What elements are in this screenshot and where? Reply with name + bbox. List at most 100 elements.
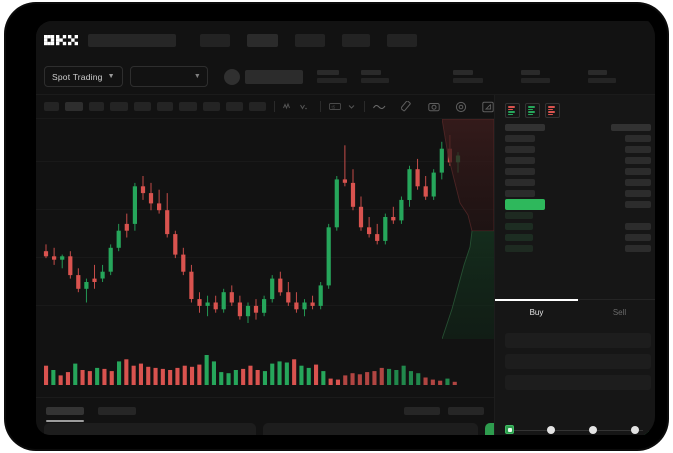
- app-screen: Spot Trading ▼ ▼: [36, 21, 655, 435]
- timeframe-button-7[interactable]: [179, 102, 198, 111]
- header-nav-item-4[interactable]: [342, 33, 370, 47]
- tab-buy[interactable]: Buy: [495, 299, 578, 325]
- order-book-ask-row[interactable]: [505, 146, 651, 153]
- orders-tab-open[interactable]: [46, 406, 84, 422]
- timeframe-button-1[interactable]: [44, 102, 59, 111]
- slider-track: [511, 430, 643, 431]
- header-nav-item-1[interactable]: [200, 33, 230, 47]
- order-book-layout-toggles: [495, 95, 655, 118]
- market-stat-label: [360, 70, 381, 75]
- market-stat-value: [316, 78, 347, 83]
- toolbar-divider: [274, 101, 276, 112]
- order-book-bid-row[interactable]: [505, 234, 651, 241]
- tab-sell-label: Sell: [612, 308, 627, 317]
- order-amount-field[interactable]: [505, 354, 651, 369]
- header-nav-item-5[interactable]: [387, 33, 417, 47]
- orders-action-2[interactable]: [448, 406, 484, 415]
- chevron-down-icon: ▼: [107, 73, 115, 80]
- chart-gridline: [36, 209, 494, 210]
- order-book-header-row: [505, 124, 651, 131]
- slider-step-2[interactable]: [589, 426, 597, 434]
- slider-step-1[interactable]: [547, 426, 555, 434]
- timeframe-button-6[interactable]: [156, 102, 174, 111]
- active-tab-underline: [46, 419, 84, 422]
- okx-logo-icon[interactable]: [44, 34, 78, 46]
- orders-tab-history[interactable]: [98, 406, 136, 415]
- timeframe-button-2[interactable]: [64, 102, 83, 111]
- order-price-field[interactable]: [505, 333, 651, 348]
- wave-icon[interactable]: [373, 102, 386, 111]
- order-book-bid-row[interactable]: [505, 245, 651, 252]
- trading-mode-label: Spot Trading: [52, 71, 103, 82]
- order-book-spread-row[interactable]: [505, 199, 651, 210]
- tab-sell[interactable]: Sell: [578, 300, 655, 325]
- depth-chart-overlay: [442, 119, 494, 339]
- order-book-ask-row[interactable]: [505, 190, 651, 197]
- indicator-icon[interactable]: [283, 102, 294, 111]
- market-stat-value: [452, 78, 483, 83]
- order-book-ask-row[interactable]: [505, 168, 651, 175]
- timeframe-button-9[interactable]: [226, 102, 244, 111]
- header-search-placeholder[interactable]: [88, 33, 176, 47]
- device-bezel: Spot Trading ▼ ▼: [18, 15, 655, 438]
- orderbook-both-icon[interactable]: [505, 103, 520, 118]
- timeframe-button-4[interactable]: [109, 102, 128, 111]
- bottom-panel-1[interactable]: [44, 423, 256, 435]
- market-stat-label: [316, 70, 339, 75]
- timeframe-button-8[interactable]: [203, 102, 221, 111]
- toolbar-divider: [320, 101, 322, 112]
- fullscreen-icon[interactable]: [482, 101, 494, 113]
- orderbook-asks-icon[interactable]: [545, 103, 560, 118]
- order-book-rows[interactable]: [495, 118, 655, 252]
- compare-icon[interactable]: t5: [329, 102, 342, 111]
- camera-icon[interactable]: [428, 101, 440, 112]
- timeframe-button-5[interactable]: [133, 102, 151, 111]
- market-stat-label: [452, 70, 473, 75]
- slider-step-0[interactable]: [505, 425, 514, 434]
- settings-icon[interactable]: [455, 101, 467, 113]
- orders-action-1[interactable]: [404, 406, 440, 415]
- timeframe-button-3[interactable]: [88, 102, 104, 111]
- order-book-ask-row[interactable]: [505, 135, 651, 142]
- device-frame: Spot Trading ▼ ▼: [6, 4, 667, 449]
- market-stat-2: [360, 70, 389, 83]
- ruler-icon[interactable]: [401, 100, 413, 113]
- toolbar-divider: [364, 101, 366, 112]
- order-book-panel: Buy Sell: [494, 95, 655, 435]
- market-stat-4: [520, 70, 550, 83]
- header-nav-item-3[interactable]: [295, 33, 325, 47]
- chart-gridline: [36, 161, 494, 162]
- orders-tabs: [36, 397, 494, 423]
- candlestick-series: [43, 135, 461, 323]
- chevron-down-icon: ▼: [193, 73, 201, 80]
- svg-text:t5: t5: [332, 104, 336, 109]
- chevron-down-icon[interactable]: [347, 102, 356, 111]
- order-book-bid-row[interactable]: [505, 212, 651, 219]
- pair-selector[interactable]: ▼: [129, 66, 208, 87]
- chart-toolbar: t5: [36, 95, 494, 119]
- order-total-field[interactable]: [505, 375, 651, 390]
- slider-step-3[interactable]: [631, 426, 639, 434]
- market-stat-value: [360, 78, 389, 83]
- candlestick-chart[interactable]: [36, 119, 494, 339]
- volume-histogram: [36, 339, 494, 397]
- market-stat-5: [587, 70, 616, 83]
- market-bar: Spot Trading ▼ ▼: [36, 59, 655, 95]
- pair-name-placeholder: [244, 69, 303, 84]
- market-stat-1: [316, 70, 347, 83]
- order-book-bid-row[interactable]: [505, 223, 651, 230]
- market-stat-3: [452, 70, 483, 83]
- header-nav-item-2[interactable]: [247, 33, 278, 47]
- trading-mode-selector[interactable]: Spot Trading ▼: [44, 66, 123, 87]
- bottom-panel-2[interactable]: [263, 423, 478, 435]
- market-stat-value: [587, 78, 616, 83]
- candle-type-icon[interactable]: [300, 102, 312, 111]
- orderbook-bids-icon[interactable]: [525, 103, 540, 118]
- timeframe-button-10[interactable]: [249, 102, 267, 111]
- chart-gridline: [36, 257, 494, 258]
- market-stat-label: [520, 70, 540, 75]
- order-book-ask-row[interactable]: [505, 179, 651, 186]
- order-book-ask-row[interactable]: [505, 157, 651, 164]
- volume-series: [44, 355, 457, 385]
